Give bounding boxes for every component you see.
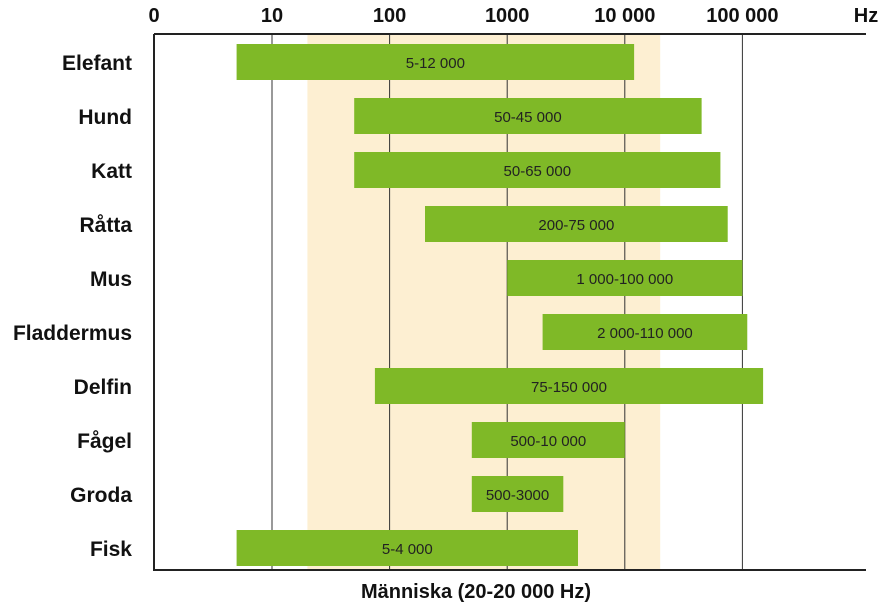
bar-value-label: 5-4 000 bbox=[382, 541, 433, 558]
range-bar bbox=[354, 98, 702, 134]
range-bar bbox=[471, 476, 564, 512]
bar-value-label: 50-65 000 bbox=[504, 163, 572, 180]
category-label: Groda bbox=[70, 484, 132, 507]
category-label: Hund bbox=[78, 106, 132, 129]
x-tick-label: 100 000 bbox=[706, 5, 778, 27]
bar-value-label: 1 000-100 000 bbox=[576, 271, 673, 288]
bar-value-label: 75-150 000 bbox=[531, 379, 607, 396]
range-bar bbox=[471, 422, 625, 458]
category-labels: Elefant Hund Katt Råtta Mus Fladdermus Delfin F… bbox=[13, 52, 132, 561]
bar-value-label: 2 000-110 000 bbox=[597, 325, 693, 342]
x-tick-label: 0 bbox=[148, 5, 159, 27]
range-bar bbox=[374, 368, 764, 404]
bar-value-label: 200-75 000 bbox=[538, 217, 614, 234]
category-label: Fladdermus bbox=[13, 322, 132, 345]
bars: 5-12 000 50-45 000 50-65 000 200-75 000 1 00… bbox=[236, 44, 764, 566]
unit-label: Hz bbox=[854, 5, 878, 27]
bar-value-label: 500-3000 bbox=[486, 487, 549, 504]
bar-value-label: 5-12 000 bbox=[406, 55, 465, 72]
category-label: Elefant bbox=[62, 52, 132, 75]
x-tick-labels: 0 10 100 1000 10 000 100 000 bbox=[148, 5, 778, 27]
range-bar bbox=[354, 152, 721, 188]
x-tick-label: 10 bbox=[261, 5, 283, 27]
category-label: Fisk bbox=[90, 538, 132, 561]
bar-value-label: 500-10 000 bbox=[510, 433, 586, 450]
x-tick-label: 100 bbox=[373, 5, 406, 27]
x-tick-label: 1000 bbox=[485, 5, 530, 27]
bar-value-label: 50-45 000 bbox=[494, 109, 562, 126]
category-label: Fågel bbox=[77, 430, 132, 453]
range-bar bbox=[425, 206, 728, 242]
category-label: Katt bbox=[91, 160, 132, 183]
category-label: Råtta bbox=[79, 214, 132, 237]
range-bar bbox=[507, 260, 743, 296]
category-label: Mus bbox=[90, 268, 132, 291]
x-tick-label: 10 000 bbox=[594, 5, 655, 27]
human-range-label: Människa (20-20 000 Hz) bbox=[361, 581, 591, 603]
range-bar bbox=[236, 44, 635, 80]
range-bar bbox=[236, 530, 579, 566]
category-label: Delfin bbox=[74, 376, 132, 399]
range-bar bbox=[542, 314, 748, 350]
